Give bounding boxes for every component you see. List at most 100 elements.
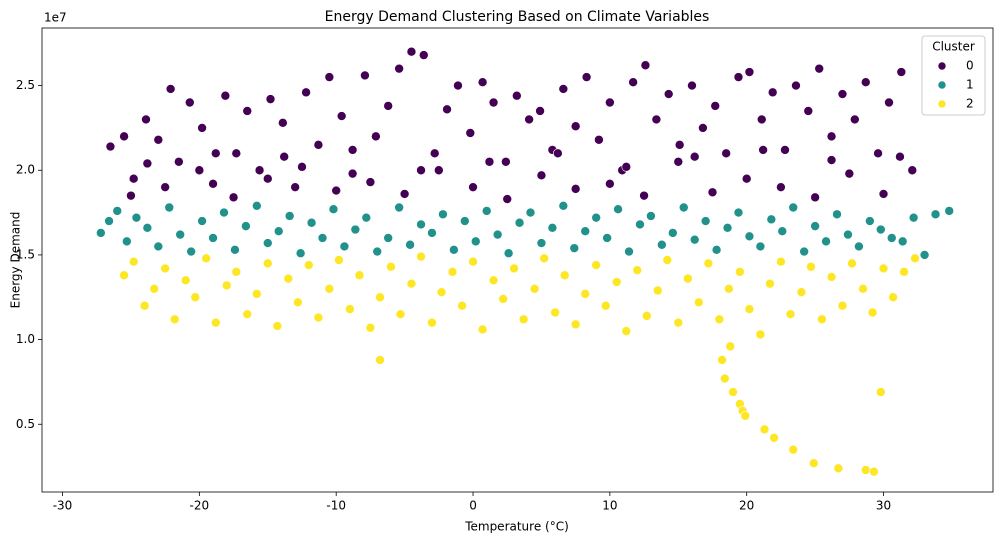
point (328, 204, 339, 214)
point (766, 214, 777, 225)
point (733, 72, 744, 82)
point (331, 185, 341, 196)
point (689, 151, 700, 162)
point (427, 317, 437, 328)
point (306, 217, 317, 228)
legend-marker (937, 99, 947, 109)
point (735, 267, 745, 277)
point (611, 277, 622, 287)
point (558, 84, 569, 94)
point (539, 253, 549, 264)
x-tick-label: 30 (876, 499, 891, 513)
point (837, 300, 848, 311)
point (621, 162, 632, 172)
point (210, 148, 221, 159)
point (477, 77, 488, 87)
point (721, 148, 731, 159)
point (740, 410, 751, 421)
point (785, 309, 796, 319)
point (416, 165, 426, 176)
point (279, 151, 289, 162)
point (703, 258, 714, 269)
point (837, 89, 848, 99)
point (624, 246, 634, 257)
point (416, 251, 426, 262)
point (231, 148, 242, 159)
point (394, 202, 404, 213)
point (354, 270, 365, 281)
point (657, 239, 667, 250)
point (524, 114, 534, 125)
point (365, 322, 376, 333)
point (788, 444, 799, 455)
point (744, 304, 755, 314)
point (220, 90, 231, 101)
point (503, 248, 514, 259)
point (242, 309, 253, 319)
point (717, 355, 727, 365)
point (662, 255, 673, 265)
point (142, 158, 153, 169)
point (501, 156, 511, 167)
point (252, 289, 262, 299)
point (799, 246, 809, 257)
point (687, 80, 697, 91)
point (826, 272, 837, 282)
point (780, 145, 790, 155)
point (899, 267, 909, 277)
point (776, 182, 786, 192)
point (375, 355, 385, 365)
point (722, 223, 733, 233)
point (741, 173, 752, 184)
point (278, 118, 288, 128)
point (843, 229, 853, 240)
point (668, 228, 678, 238)
point (639, 190, 649, 201)
point (569, 243, 580, 253)
point (550, 307, 560, 318)
point (265, 94, 276, 104)
x-tick-label: -30 (53, 499, 73, 513)
point (208, 178, 218, 189)
point (559, 270, 570, 281)
point (488, 97, 499, 108)
point (580, 226, 591, 237)
point (122, 236, 132, 247)
point (867, 307, 878, 318)
point (438, 209, 448, 220)
y-axis-label: Energy Demand (9, 212, 23, 309)
point (406, 278, 417, 289)
point (208, 233, 218, 243)
point (484, 156, 495, 167)
point (241, 221, 251, 231)
point (514, 217, 525, 228)
point (733, 207, 744, 218)
point (339, 241, 350, 252)
point (776, 256, 786, 267)
point (436, 287, 447, 297)
point (806, 261, 816, 272)
point (580, 289, 591, 299)
point (481, 206, 492, 216)
point (160, 263, 170, 274)
point (231, 267, 242, 277)
point (153, 134, 164, 145)
point (317, 233, 328, 243)
point (394, 63, 404, 74)
point (652, 285, 663, 296)
point (194, 165, 205, 176)
point (447, 267, 458, 277)
point (553, 148, 563, 159)
point (427, 228, 437, 238)
point (201, 253, 212, 264)
point (383, 233, 393, 243)
point (149, 283, 160, 294)
point (347, 168, 358, 179)
point (803, 106, 814, 116)
x-axis-label: Temperature (°C) (464, 520, 569, 534)
point (160, 182, 170, 192)
point (273, 226, 284, 237)
point (262, 173, 273, 184)
point (689, 234, 700, 245)
point (347, 145, 358, 155)
